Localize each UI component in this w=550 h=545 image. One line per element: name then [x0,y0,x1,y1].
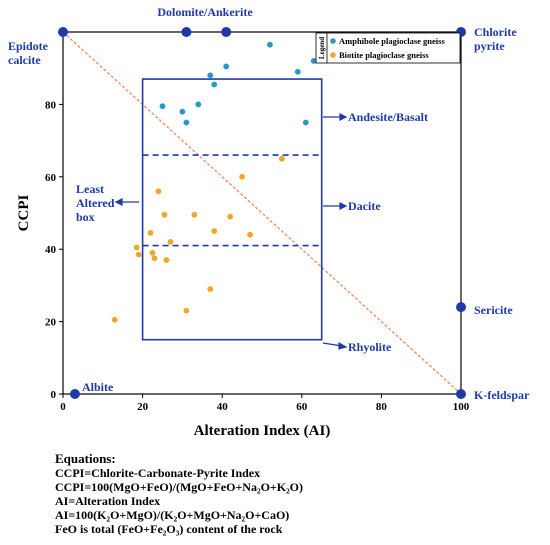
end-member-marker [456,389,466,399]
equation-line: FeO is total (FeO+Fe₂O₃) content of the … [55,522,283,536]
x-axis-title: Alteration Index (AI) [194,423,331,439]
label-k-feldspar: K-feldspar [474,388,530,402]
amphibole-point [310,58,317,64]
y-tick-label: 0 [51,389,57,401]
end-member-marker [221,27,232,37]
ccpi-ai-box-plot: 0 20 40 60 80 100 0 20 40 60 80 Legend Amphibole p… [8,5,530,439]
biotite-point [135,251,142,258]
amphibole-point [223,63,230,70]
label-pyrite: pyrite [474,39,505,53]
y-tick-label: 20 [45,317,57,329]
label-albite: Albite [82,380,114,394]
amphibole-point [211,81,218,88]
amphibole-point [183,119,190,126]
equations-block: Equations: CCPI=Chlorite-Carbonate-Pyrit… [55,451,535,537]
x-tick-label: 0 [60,401,66,413]
biotite-point [279,155,285,162]
label-andesite-basalt: Andesite/Basalt [348,110,428,124]
plot-frame [62,31,462,395]
equation-line: CCPI=Chlorite-Carbonate-Pyrite Index [55,466,261,480]
biotite-point [163,257,170,263]
biotite-point [147,230,154,236]
end-member-marker [58,27,68,37]
x-tick-label: 100 [453,401,470,413]
label-least-altered-2: Altered [76,196,115,210]
label-least-altered-1: Least [76,182,104,196]
biotite-point [151,255,158,262]
amphibole-point [267,41,273,48]
label-least-altered-3: box [76,210,95,224]
biotite-point [183,307,190,314]
biotite-point [111,316,118,323]
legend-marker-amphibole [330,38,336,44]
legend: Legend Amphibole plagioclase gneiss Biot… [315,32,461,64]
biotite-point [167,239,174,245]
y-tick-label: 80 [45,99,57,111]
end-member-marker [181,27,192,37]
amphibole-point [179,108,186,115]
biotite-point [155,188,162,195]
label-epidote: Epidote [8,39,49,53]
y-tick-label: 60 [45,172,57,184]
legend-title: Legend [318,37,326,59]
x-tick-label: 80 [376,401,388,413]
end-member-marker [69,389,80,399]
amphibole-point [294,68,301,75]
biotite-point [149,249,156,256]
label-dolomite-ankerite: Dolomite/Ankerite [157,5,253,19]
legend-entry-amphibole: Amphibole plagioclase gneiss [339,36,445,46]
legend-frame [315,32,461,64]
x-tick-label: 20 [137,401,149,413]
y-tick-label: 40 [45,244,57,256]
equation-line: AI=100(K₂O+MgO)/(K₂O+MgO+Na₂O+CaO) [55,508,290,522]
label-rhyolite: Rhyolite [348,340,392,354]
x-tick-label: 60 [296,401,308,413]
x-tick-label: 40 [217,401,229,413]
legend-marker-biotite [330,52,336,58]
biotite-point [247,231,253,238]
y-axis-title: CCPI [16,195,32,232]
least-altered-box [141,78,323,341]
equations-title: Equations: [55,451,116,466]
biotite-point [161,211,168,218]
end-member-marker [456,302,466,313]
amphibole-point [207,72,214,79]
label-chlorite: Chlorite [474,25,517,39]
biotite-point [239,173,246,180]
amphibole-point [159,103,166,110]
amphibole-point [302,119,309,126]
biotite-point [191,211,198,218]
biotite-point [207,286,214,292]
legend-entry-biotite: Biotite plagioclase gneiss [339,50,429,60]
biotite-point [211,228,218,235]
equation-line: CCPI=100(MgO+FeO)/(MgO+FeO+Na₂O+K₂O) [55,480,304,494]
label-calcite: calcite [8,53,41,67]
label-dacite: Dacite [348,199,381,213]
equation-line: AI=Alteration Index [55,494,161,508]
annotation-arrows [114,113,348,350]
biotite-point [133,244,140,251]
biotite-point [227,213,234,220]
label-sericite: Sericite [474,303,513,317]
amphibole-point [195,101,202,108]
